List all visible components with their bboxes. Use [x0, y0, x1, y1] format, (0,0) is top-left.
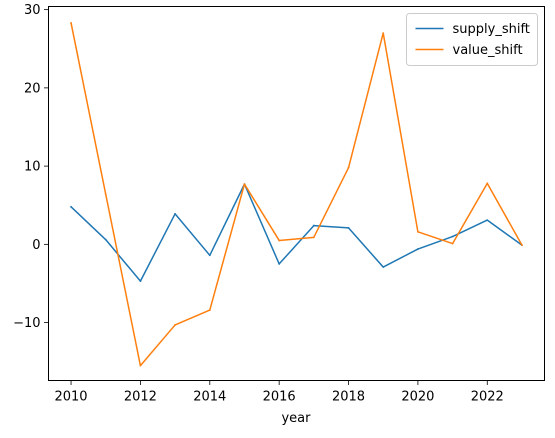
data-point-supply-shift-2014 [208, 254, 211, 257]
y-tick-label: 30 [24, 3, 41, 18]
y-tick-label: 10 [24, 160, 41, 175]
legend-label-value-shift: value_shift [453, 43, 523, 58]
data-point-supply-shift-2016 [278, 263, 281, 265]
data-point-value-shift-2018 [347, 166, 350, 169]
data-point-value-shift-2017 [312, 236, 315, 239]
data-point-supply-shift-2012 [139, 280, 142, 283]
series-layer [70, 22, 523, 367]
data-point-value-shift-2013 [174, 324, 177, 326]
y-tick-label: −10 [13, 316, 40, 331]
y-tick-label: 20 [24, 81, 41, 96]
data-point-value-shift-2019 [382, 32, 385, 34]
data-point-value-shift-2014 [208, 309, 211, 311]
legend-box [406, 13, 538, 66]
legend: supply_shift value_shift [406, 13, 538, 66]
x-tick-label: 2012 [124, 390, 157, 405]
x-tick-label: 2020 [401, 390, 434, 405]
data-point-supply-shift-2017 [312, 224, 315, 227]
x-tick-label: 2022 [471, 390, 504, 405]
data-point-value-shift-2012 [139, 364, 142, 367]
x-tick-label: 2016 [263, 390, 296, 405]
x-tick-label: 2014 [193, 390, 226, 405]
data-point-supply-shift-2011 [104, 238, 107, 241]
data-point-value-shift-2021 [451, 242, 454, 245]
data-point-value-shift-2010 [70, 22, 72, 24]
data-point-supply-shift-2021 [451, 235, 454, 238]
series-line-supply-shift [70, 183, 523, 282]
data-point-supply-shift-2019 [382, 266, 385, 268]
data-point-value-shift-2016 [278, 239, 281, 242]
plot-frame [48, 6, 545, 381]
data-point-supply-shift-2018 [347, 227, 350, 229]
series-line-value-shift [70, 22, 523, 367]
data-point-supply-shift-2013 [174, 212, 177, 215]
data-point-supply-shift-2010 [70, 205, 72, 208]
x-axis-label: year [281, 411, 311, 426]
x-axis: 2010 2012 2014 2016 2018 2020 2022 [54, 380, 504, 405]
data-point-value-shift-2022 [486, 182, 489, 185]
data-point-supply-shift-2022 [486, 219, 489, 222]
x-tick-label: 2010 [54, 390, 87, 405]
legend-label-supply-shift: supply_shift [453, 22, 530, 37]
y-axis: −10 0 10 20 30 [13, 3, 49, 331]
x-tick-label: 2018 [332, 390, 365, 405]
data-point-supply-shift-2020 [417, 248, 419, 250]
data-point-value-shift-2020 [417, 230, 419, 233]
data-point-value-shift-2011 [104, 193, 107, 196]
y-tick-label: 0 [32, 238, 40, 253]
data-point-value-shift-2015 [243, 183, 246, 186]
data-point-value-shift-2023 [521, 244, 523, 247]
